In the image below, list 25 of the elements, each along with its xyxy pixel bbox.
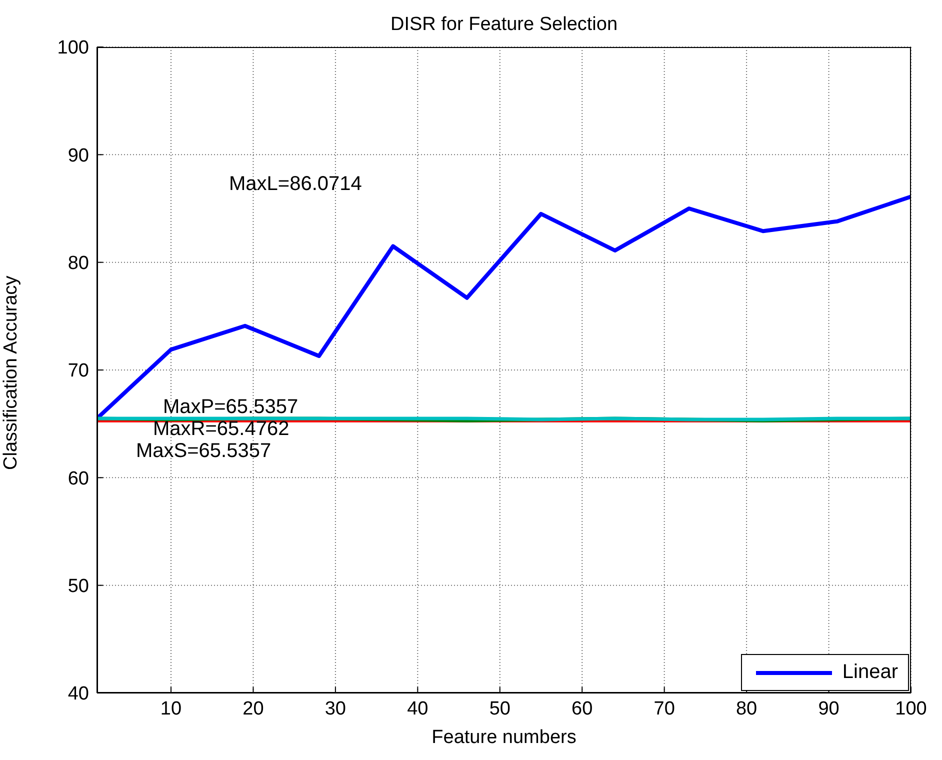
y-tick-label: 40 — [68, 684, 89, 705]
x-tick-label: 10 — [160, 698, 182, 720]
y-tick-label: 50 — [68, 576, 89, 598]
x-tick-label: 70 — [654, 698, 675, 720]
y-tick-label: 60 — [68, 468, 89, 490]
x-tick-label: 80 — [736, 698, 758, 720]
x-tick-label: 100 — [895, 698, 927, 720]
x-tick-label: 90 — [818, 698, 840, 720]
y-tick-label: 80 — [68, 253, 89, 274]
y-axis-title: Classification Accuracy — [0, 275, 22, 470]
y-tick-label: 70 — [68, 360, 89, 382]
annotation: MaxP=65.5357 — [163, 396, 298, 419]
annotation: MaxR=65.4762 — [153, 418, 290, 441]
x-tick-label: 30 — [324, 698, 346, 720]
x-tick-label: 20 — [242, 698, 264, 720]
x-tick-label: 40 — [407, 698, 428, 720]
annotation: MaxS=65.5357 — [136, 440, 272, 463]
y-tick-label: 90 — [68, 145, 89, 166]
x-tick-label: 50 — [489, 698, 510, 720]
legend-label: Linear — [842, 661, 898, 684]
y-tick-label: 100 — [57, 38, 89, 59]
chart-title: DISR for Feature Selection — [389, 14, 619, 36]
annotation: MaxL=86.0714 — [229, 173, 362, 196]
x-tick-label: 60 — [572, 698, 593, 720]
x-axis-title: Feature numbers — [432, 727, 576, 748]
